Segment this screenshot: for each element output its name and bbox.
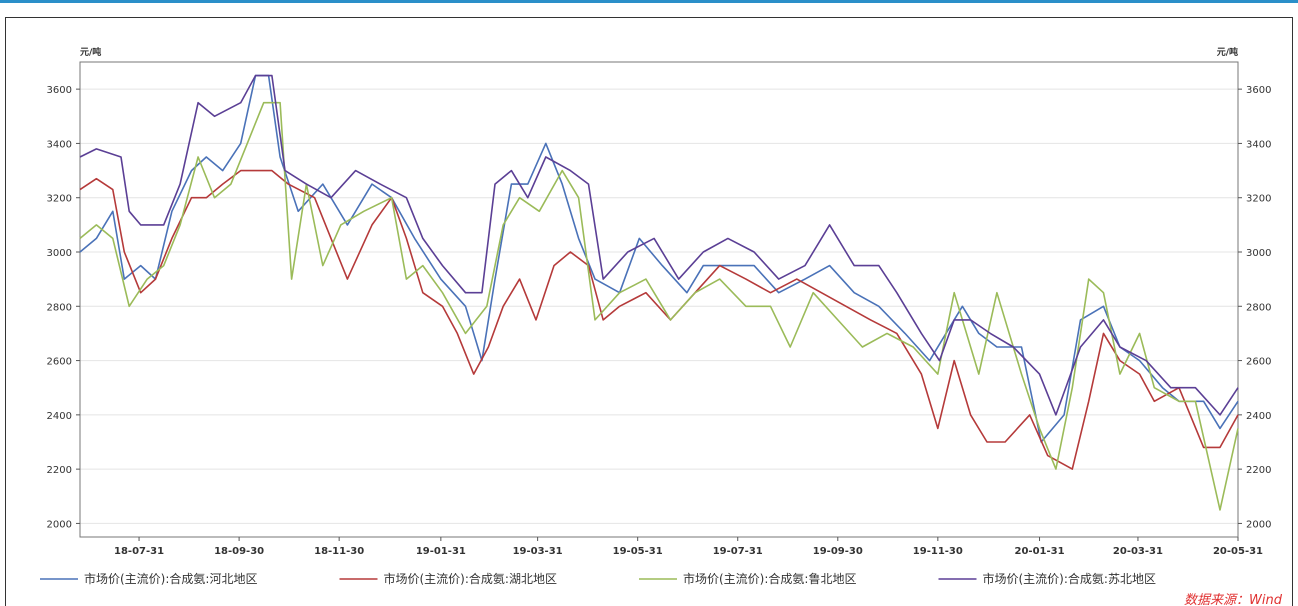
- y-tick-label: 3400: [47, 139, 72, 150]
- x-tick-label: 20-05-31: [1213, 546, 1263, 557]
- x-tick-label: 18-09-30: [214, 546, 264, 557]
- legend-label: 市场价(主流价):合成氨:鲁北地区: [683, 571, 856, 586]
- y-unit-right: 元/吨: [1217, 46, 1238, 58]
- y-axis-right: 2000 2200 2400 2600 2800 3000 3200 3400 3600: [1238, 85, 1271, 530]
- x-tick-label: 19-05-31: [613, 546, 663, 557]
- x-tick-label: 19-11-30: [913, 546, 963, 557]
- y-tick-label: 3600: [47, 85, 72, 96]
- x-tick-label: 18-11-30: [314, 546, 364, 557]
- y-tick-label: 3200: [47, 194, 72, 205]
- series-line-2: [79, 169, 1239, 470]
- x-tick-label: 20-03-31: [1113, 546, 1163, 557]
- y-tick-label: 2200: [47, 465, 72, 476]
- legend-label: 市场价(主流价):合成氨:苏北地区: [983, 571, 1156, 586]
- y-tick-label: 2200: [1246, 465, 1271, 476]
- x-tick-label: 20-01-31: [1015, 546, 1065, 557]
- y-tick-label: 3200: [1246, 194, 1271, 205]
- data-source: 数据来源：Wind: [1184, 593, 1283, 606]
- series-line-3: [79, 101, 1239, 511]
- y-tick-label: 2000: [1246, 519, 1271, 530]
- legend-label: 市场价(主流价):合成氨:河北地区: [84, 571, 257, 586]
- y-tick-label: 3600: [1246, 85, 1271, 96]
- y-tick-label: 2600: [1246, 357, 1271, 368]
- y-tick-label: 3400: [1246, 139, 1271, 150]
- series-line-1: [79, 74, 1239, 443]
- y-axis-left: 2000 2200 2400 2600 2800 3000 3200 3400 3600: [47, 85, 80, 530]
- y-tick-label: 2400: [1246, 411, 1271, 422]
- legend: 市场价(主流价):合成氨:河北地区 市场价(主流价):合成氨:湖北地区 市场价(主流…: [40, 571, 1156, 586]
- legend-label: 市场价(主流价):合成氨:湖北地区: [384, 571, 557, 586]
- series-line-4: [79, 74, 1239, 416]
- y-tick-label: 2000: [47, 519, 72, 530]
- y-tick-label: 2400: [47, 411, 72, 422]
- y-tick-label: 3000: [1246, 248, 1271, 259]
- x-tick-label: 19-03-31: [513, 546, 563, 557]
- series-lines: [79, 74, 1239, 511]
- x-tick-label: 19-09-30: [813, 546, 863, 557]
- chart-frame: [5, 17, 1293, 606]
- x-tick-label: 19-01-31: [416, 546, 466, 557]
- y-tick-label: 2600: [47, 357, 72, 368]
- plot-area-border: [79, 61, 1239, 538]
- y-unit-left: 元/吨: [80, 46, 101, 58]
- y-tick-label: 3000: [47, 248, 72, 259]
- y-tick-label: 2800: [47, 302, 72, 313]
- x-tick-label: 18-07-31: [114, 546, 164, 557]
- x-axis: 18-07-31 18-09-30 18-11-30 19-01-31 19-03-31…: [114, 537, 1263, 557]
- top-accent-rule: [0, 0, 1298, 3]
- y-tick-label: 2800: [1246, 302, 1271, 313]
- x-tick-label: 19-07-31: [713, 546, 763, 557]
